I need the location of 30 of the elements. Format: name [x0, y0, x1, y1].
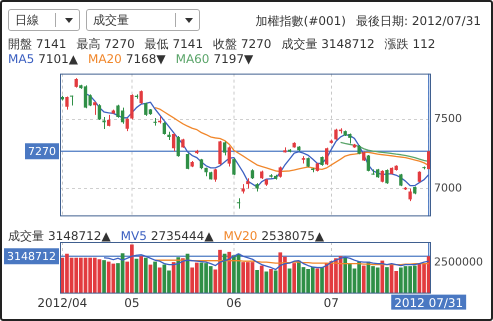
text: 成交量 3148712 [281, 37, 375, 51]
series-label: MV20 [224, 229, 258, 243]
x-tick-label: 07 [324, 296, 339, 310]
text: 2735444▲ [150, 229, 214, 243]
y-tick-label: 7000 [434, 182, 462, 195]
text: 漲跌 112 [384, 37, 436, 51]
text: MA20 [88, 52, 122, 66]
text: 開盤 7141 [8, 37, 66, 51]
text: 7168▼ [126, 52, 166, 66]
text: 2538075▲ [261, 229, 324, 243]
text: 3148712 [7, 250, 56, 264]
text: 收盤 7270 [213, 37, 272, 51]
text: 3148712▲ [48, 229, 111, 243]
chart-title: 加權指數(#001) [256, 14, 346, 28]
text: 2500000 [434, 256, 483, 268]
text: 最低 7141 [144, 37, 204, 51]
text: 7101▲ [38, 52, 78, 66]
text: MA60 [176, 52, 210, 66]
text: 7197▼ [213, 52, 254, 66]
x-tick-label: 06 [226, 296, 242, 310]
x-tick-label: 2012/04 [37, 296, 88, 310]
series-label: MV5 [120, 229, 147, 243]
y-tick-label: 7500 [434, 112, 462, 126]
chart-subtitle: 最後日期: 2012/07/31 [356, 14, 481, 28]
text: MA5 [8, 52, 34, 66]
x-tick-label: 2012 07/31 [394, 296, 464, 310]
x-tick-label: 05 [124, 296, 140, 310]
text: 最高 7270 [76, 37, 135, 51]
series-label: 成交量 [8, 229, 44, 243]
ref-line-label: 7270 [28, 145, 56, 158]
